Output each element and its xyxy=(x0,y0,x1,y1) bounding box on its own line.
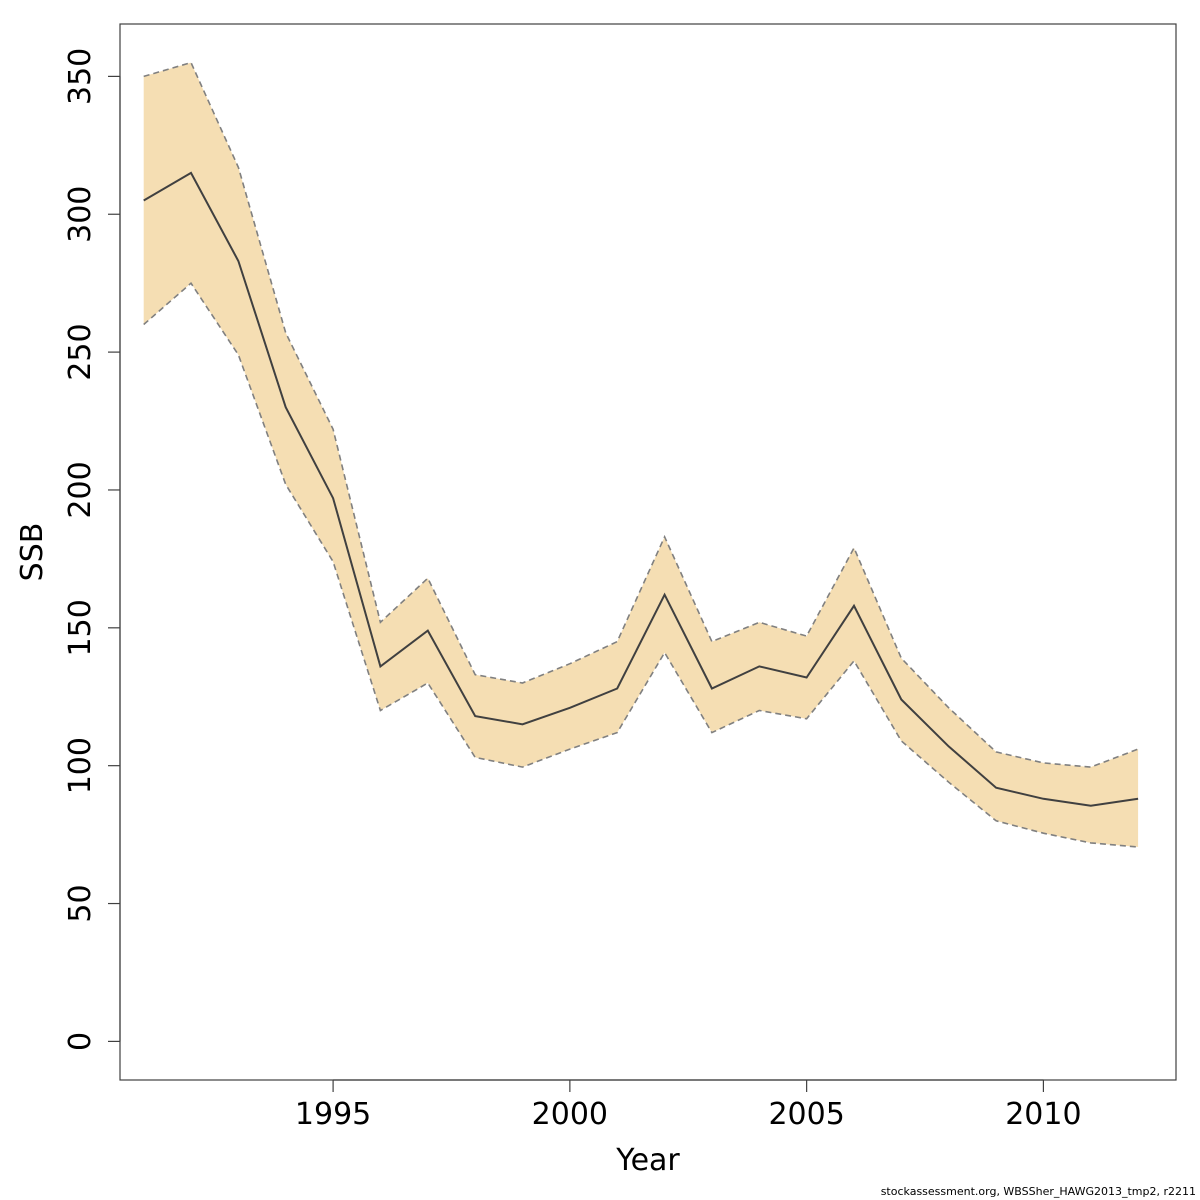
x-axis-title: Year xyxy=(615,1143,680,1178)
confidence-band xyxy=(143,62,1139,848)
y-tick-label: 300 xyxy=(63,186,98,243)
y-tick-label: 250 xyxy=(63,323,98,380)
confidence-band-layer xyxy=(143,62,1139,848)
x-tick-label: 2005 xyxy=(768,1097,844,1132)
series-layer xyxy=(143,61,1139,848)
y-axis-title: SSB xyxy=(15,523,50,582)
ssb-estimate-line xyxy=(143,171,1139,807)
y-tick-label: 50 xyxy=(63,884,98,922)
y-tick-label: 350 xyxy=(63,48,98,105)
x-tick-label: 2000 xyxy=(532,1097,608,1132)
x-axis: 1995 2000 2005 2010 xyxy=(295,1079,1082,1132)
y-tick-label: 150 xyxy=(63,599,98,656)
y-tick-label: 100 xyxy=(63,737,98,794)
y-axis: 0 50 100 150 200 250 300 350 xyxy=(63,48,121,1051)
x-tick-label: 2010 xyxy=(1005,1097,1081,1132)
plot-frame xyxy=(119,23,1177,1081)
y-tick-label: 0 xyxy=(63,1032,98,1051)
y-tick-label: 200 xyxy=(63,461,98,518)
x-tick-label: 1995 xyxy=(295,1097,371,1132)
lower-bound-line xyxy=(143,281,1139,848)
upper-bound-line xyxy=(143,61,1139,768)
footnote: stockassessment.org, WBSSher_HAWG2013_tm… xyxy=(880,1185,1196,1198)
